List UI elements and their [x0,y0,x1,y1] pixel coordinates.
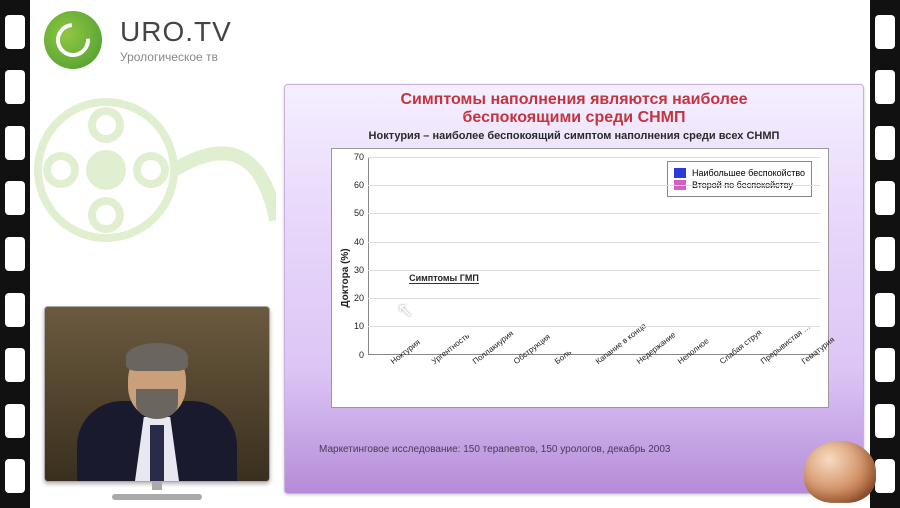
slide-subtitle: Ноктурия – наиболее беспокоящий симптом … [295,130,853,142]
slide-title-line1: Симптомы наполнения являются наиболее [400,91,747,108]
slide-footnote: Маркетинговое исследование: 150 терапевт… [319,444,671,455]
y-axis-label: Доктора (%) [340,248,351,307]
monitor-stand-icon [44,482,270,500]
bladder-icon [804,441,876,503]
video-frame: URO.TV Урологическое тв [0,0,900,508]
slide: Симптомы наполнения являются наиболее бе… [284,84,864,494]
brand-bar: URO.TV Урологическое тв [30,0,870,80]
legend: Наибольшее беспокойство Второй по беспок… [667,161,812,197]
bar-chart: Доктора (%) НоктурияУргентностьПоллакиур… [331,148,829,408]
plot-area: НоктурияУргентностьПоллакиурияОбструкция… [368,157,820,355]
film-sprocket-right [870,0,900,508]
main-area: URO.TV Урологическое тв [30,0,870,508]
brand-tagline: Урологическое тв [120,50,232,64]
slide-title: Симптомы наполнения являются наиболее бе… [295,91,853,128]
brand-name: URO.TV [120,16,232,48]
legend-1: Наибольшее беспокойство [692,168,805,178]
logo-icon [44,11,102,69]
speaker-column [30,80,282,508]
slide-title-line2: беспокоящими среди СНМП [463,109,686,126]
speaker-video [44,306,270,482]
film-reel-icon [26,80,276,290]
content-row: Симптомы наполнения являются наиболее бе… [30,80,870,508]
